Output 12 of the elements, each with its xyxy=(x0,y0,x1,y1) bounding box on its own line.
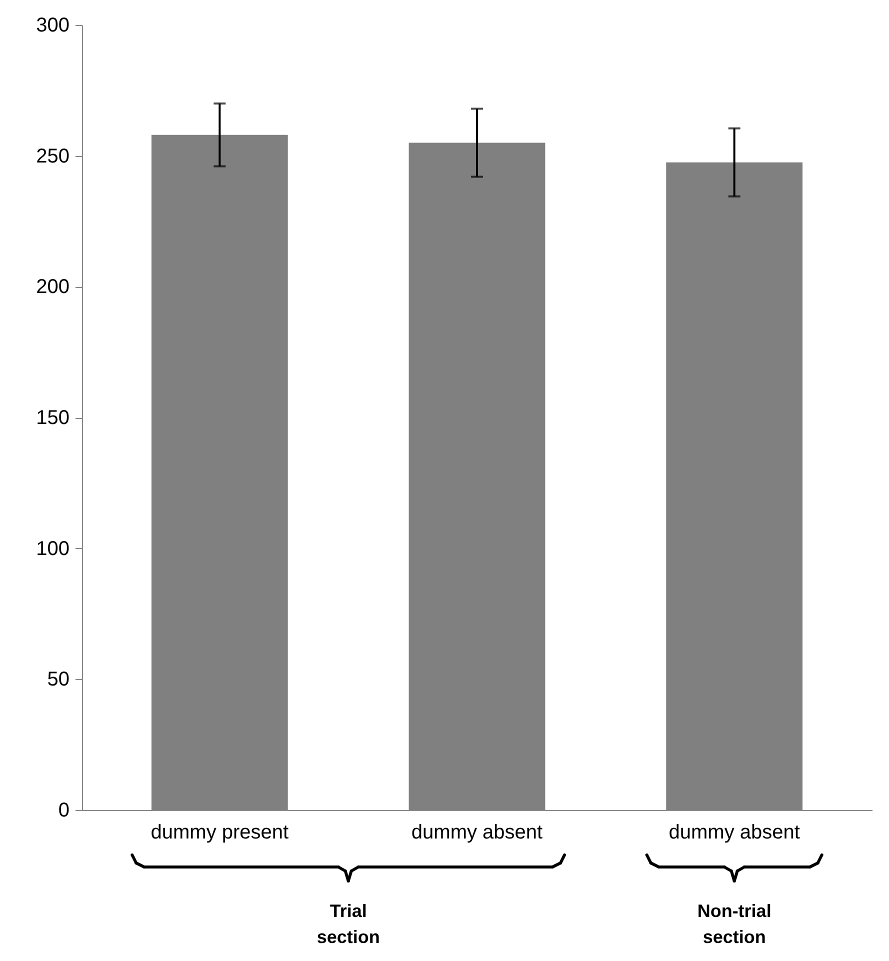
y-tick-label: 300 xyxy=(36,14,70,36)
text: Trial section xyxy=(316,901,380,947)
y-tick-label: 100 xyxy=(36,538,70,560)
x-tick-label: dummy absent xyxy=(668,822,800,844)
y-tick-label: 200 xyxy=(36,276,70,298)
y-tick-label: 150 xyxy=(36,407,70,429)
x-tick-label: dummy absent xyxy=(411,822,544,844)
x-tick-label: dummy present xyxy=(150,822,290,844)
y-tick-label: 50 xyxy=(47,668,70,691)
y-tick-label: 250 xyxy=(36,145,70,168)
text: Non-trial section xyxy=(697,901,772,947)
y-tick-label: 0 xyxy=(58,800,70,822)
